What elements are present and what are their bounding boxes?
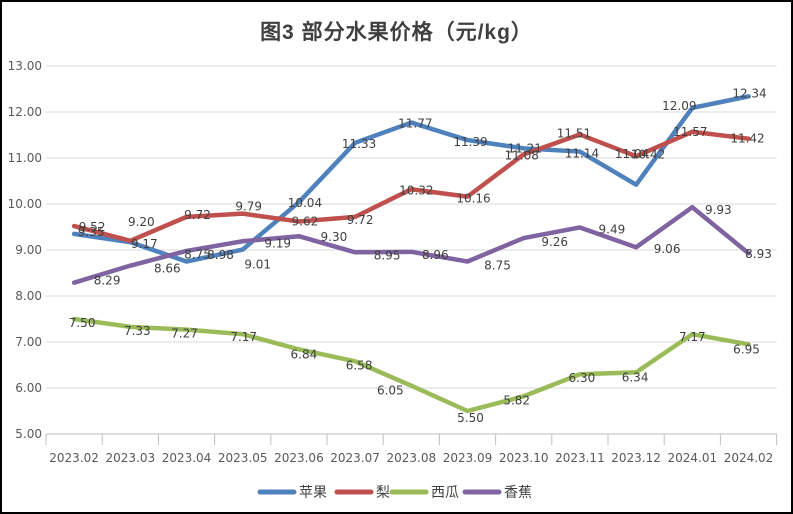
y-axis-tick-label: 10.00 (8, 197, 42, 211)
data-label-banana: 8.75 (484, 259, 511, 273)
data-label-watermelon: 6.05 (377, 384, 404, 398)
y-axis-tick-label: 7.00 (15, 335, 42, 349)
data-label-banana: 8.66 (154, 262, 181, 276)
data-label-banana: 9.26 (541, 235, 568, 249)
data-label-apple: 9.35 (78, 225, 105, 239)
chart-title: 图3 部分水果价格（元/kg） (260, 21, 533, 44)
data-label-pear: 11.57 (673, 125, 707, 139)
data-label-pear: 11.08 (505, 148, 539, 162)
x-axis-tick-label: 2023.10 (499, 451, 549, 465)
data-label-apple: 10.04 (288, 196, 322, 210)
legend-item-apple: 苹果 (257, 485, 327, 501)
data-label-apple: 11.77 (398, 117, 432, 131)
data-label-pear: 9.79 (235, 200, 262, 214)
data-label-banana: 8.93 (745, 247, 772, 261)
x-axis-tick-label: 2023.08 (386, 451, 436, 465)
data-label-banana: 9.30 (321, 230, 348, 244)
data-label-watermelon: 6.34 (622, 370, 649, 384)
data-label-watermelon: 7.50 (69, 316, 96, 330)
data-label-banana: 8.96 (422, 248, 449, 262)
data-label-watermelon: 7.17 (230, 330, 257, 344)
data-label-pear: 11.51 (557, 127, 591, 141)
x-axis-tick-label: 2023.07 (330, 451, 380, 465)
y-axis-tick-label: 13.00 (8, 59, 42, 73)
y-axis-tick-label: 12.00 (8, 105, 42, 119)
x-axis-tick-label: 2023.06 (274, 451, 324, 465)
data-label-watermelon: 5.50 (457, 411, 484, 425)
data-label-apple: 12.34 (732, 86, 766, 100)
data-label-pear: 10.32 (399, 183, 433, 197)
data-label-banana: 8.29 (94, 274, 121, 288)
y-axis-tick-label: 5.00 (15, 427, 42, 441)
data-label-pear: 9.52 (79, 220, 106, 234)
x-axis-tick-label: 2023.02 (49, 451, 99, 465)
data-label-pear: 10.16 (456, 192, 490, 206)
legend-label-watermelon: 西瓜 (431, 485, 459, 501)
x-axis-tick-label: 2023.05 (218, 451, 268, 465)
x-axis-tick-label: 2023.03 (105, 451, 155, 465)
legend-label-pear: 梨 (376, 485, 390, 501)
data-label-apple: 10.42 (631, 148, 665, 162)
legend-label-banana: 香蕉 (504, 485, 532, 501)
x-axis-tick-label: 2023.04 (162, 451, 212, 465)
data-label-watermelon: 6.30 (569, 371, 596, 385)
x-axis-tick-label: 2024.01 (667, 451, 717, 465)
data-label-apple: 8.75 (184, 248, 211, 262)
data-label-apple: 11.21 (508, 141, 542, 155)
data-label-pear: 11.42 (730, 132, 764, 146)
series-line-watermelon (71, 316, 751, 414)
data-label-banana: 8.95 (374, 248, 401, 262)
series-line-banana (71, 204, 751, 285)
data-label-apple: 9.01 (244, 258, 271, 272)
data-label-pear: 9.72 (347, 213, 374, 227)
data-label-apple: 11.14 (565, 147, 599, 161)
data-label-banana: 9.93 (705, 203, 732, 217)
data-label-pear: 9.72 (184, 208, 211, 222)
data-label-watermelon: 5.82 (503, 393, 530, 407)
legend-item-watermelon: 西瓜 (389, 485, 459, 501)
series-line-pear (71, 129, 751, 244)
data-label-apple: 9.17 (131, 237, 158, 251)
legend-item-banana: 香蕉 (462, 485, 532, 501)
data-label-pear: 9.62 (292, 214, 319, 228)
data-label-pear: 9.20 (128, 215, 155, 229)
data-label-watermelon: 6.95 (733, 342, 760, 356)
series-line-apple (71, 94, 751, 264)
data-label-apple: 11.39 (453, 135, 487, 149)
data-label-banana: 9.19 (264, 236, 291, 250)
y-axis-tick-label: 8.00 (15, 289, 42, 303)
data-label-watermelon: 7.27 (171, 327, 198, 341)
y-axis-tick-label: 9.00 (15, 243, 42, 257)
data-label-pear: 11.04 (615, 147, 649, 161)
data-label-watermelon: 6.84 (291, 347, 318, 361)
y-axis-tick-label: 6.00 (15, 381, 42, 395)
data-label-banana: 8.98 (207, 248, 234, 262)
legend-label-apple: 苹果 (299, 485, 327, 501)
x-axis-tick-label: 2023.11 (555, 451, 605, 465)
data-label-watermelon: 7.33 (124, 324, 151, 338)
data-label-watermelon: 6.58 (346, 358, 373, 372)
x-axis-tick-label: 2024.02 (724, 451, 774, 465)
data-label-watermelon: 7.17 (679, 330, 706, 344)
y-axis-tick-label: 11.00 (8, 151, 42, 165)
x-axis-tick-label: 2023.12 (611, 451, 661, 465)
data-label-apple: 11.33 (342, 137, 376, 151)
x-axis-tick-label: 2023.09 (443, 451, 493, 465)
data-label-banana: 9.49 (599, 222, 626, 236)
data-label-apple: 12.09 (662, 99, 696, 113)
data-label-banana: 9.06 (654, 242, 681, 256)
legend-item-pear: 梨 (334, 485, 390, 501)
